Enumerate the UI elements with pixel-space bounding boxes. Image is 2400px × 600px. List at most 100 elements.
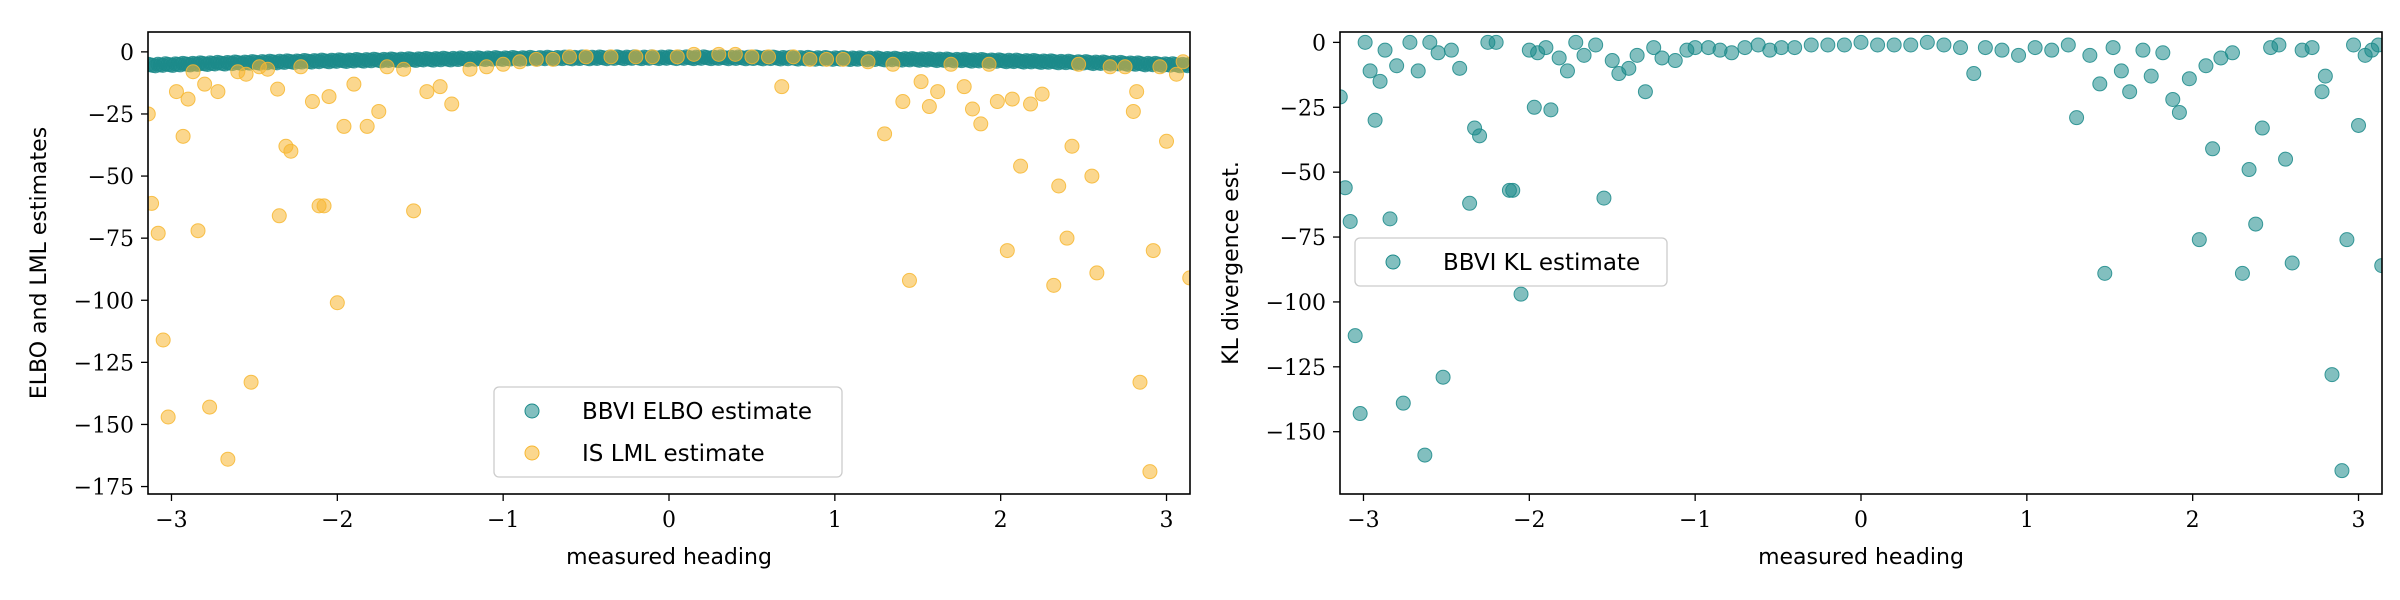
data-point	[1422, 34, 1438, 50]
plot-area	[1340, 34, 2382, 479]
data-point	[1132, 374, 1148, 390]
data-point	[2346, 37, 2362, 53]
data-point	[1452, 60, 1468, 76]
data-point	[2097, 265, 2113, 281]
legend-box	[493, 386, 843, 478]
data-point	[293, 59, 309, 75]
data-point	[1621, 60, 1637, 76]
data-point	[512, 54, 528, 70]
data-point	[901, 272, 917, 288]
data-point	[2224, 45, 2240, 61]
data-point	[185, 64, 201, 80]
x-tick-label: 0	[1854, 508, 1868, 533]
data-point	[2027, 40, 2043, 56]
data-point	[2339, 232, 2355, 248]
y-tick-label: −75	[88, 227, 134, 252]
plot-area	[148, 46, 1190, 480]
data-point	[1513, 286, 1529, 302]
data-point	[1559, 63, 1575, 79]
data-point	[2241, 162, 2257, 178]
data-point	[1175, 54, 1190, 70]
data-point	[711, 46, 727, 62]
data-point	[238, 66, 254, 82]
data-point	[2284, 255, 2300, 271]
data-point	[774, 79, 790, 95]
x-tick-label: −2	[1513, 508, 1545, 533]
data-point	[1576, 47, 1592, 63]
data-point	[1443, 42, 1459, 58]
data-point	[168, 84, 184, 100]
x-tick-label: 2	[994, 508, 1008, 533]
data-point	[419, 84, 435, 100]
data-point	[1687, 40, 1703, 56]
data-point	[1377, 42, 1393, 58]
legend-label: BBVI KL estimate	[1443, 250, 1640, 276]
data-point	[321, 89, 337, 105]
data-point	[1526, 99, 1542, 115]
data-point	[2143, 68, 2159, 84]
y-tick-label: −100	[1266, 291, 1326, 316]
data-point	[2135, 42, 2151, 58]
data-point	[561, 49, 577, 65]
data-point	[260, 61, 276, 77]
data-point	[148, 195, 160, 211]
x-tick-label: −1	[487, 508, 519, 533]
data-point	[2082, 47, 2098, 63]
data-point	[1886, 37, 1902, 53]
data-point	[1159, 133, 1175, 149]
data-point	[1836, 37, 1852, 53]
data-point	[371, 103, 387, 119]
data-point	[1102, 59, 1118, 75]
x-tick-label: 2	[2186, 508, 2200, 533]
data-point	[956, 79, 972, 95]
data-point	[2198, 58, 2214, 74]
data-point	[1994, 42, 2010, 58]
data-point	[2205, 141, 2221, 157]
x-tick-label: −3	[155, 508, 187, 533]
data-point	[197, 76, 213, 92]
data-point	[1168, 66, 1184, 82]
data-point	[1462, 195, 1478, 211]
x-tick-label: 1	[2020, 508, 2034, 533]
data-point	[283, 143, 299, 159]
kl-divergence-chart: −3 −2 −1 0 1 2 3 0 −25 −50 −75 −100 −125 −150 measured…	[1219, 31, 2383, 570]
x-tick-label: 3	[1160, 508, 1174, 533]
data-point	[202, 399, 218, 415]
data-point	[1737, 40, 1753, 56]
y-tick-label: −150	[1266, 421, 1326, 446]
data-point	[2122, 84, 2138, 100]
y-tick-label: 0	[1312, 31, 1326, 56]
data-point	[2317, 68, 2333, 84]
series-1	[148, 46, 1190, 480]
x-tick-label: −1	[1679, 508, 1711, 533]
legend-label: IS LML estimate	[582, 441, 765, 467]
data-point	[359, 118, 375, 134]
data-point	[1051, 178, 1067, 194]
data-point	[1023, 96, 1039, 112]
legend-marker	[524, 445, 540, 461]
data-point	[1004, 91, 1020, 107]
data-point	[1417, 447, 1433, 463]
data-point	[1142, 464, 1158, 480]
data-point	[2334, 463, 2350, 479]
x-axis-label: measured heading	[566, 545, 772, 570]
y-tick-label: −100	[74, 289, 134, 314]
legend-label: BBVI ELBO estimate	[582, 399, 812, 425]
data-point	[1505, 182, 1521, 198]
data-point	[1654, 50, 1670, 66]
data-point	[819, 51, 835, 67]
data-point	[2370, 37, 2382, 53]
x-tick-label: 1	[828, 508, 842, 533]
data-point	[913, 74, 929, 90]
data-point	[1596, 190, 1612, 206]
data-point	[2191, 232, 2207, 248]
y-tick-label: −175	[74, 476, 134, 501]
y-tick-label: −125	[74, 351, 134, 376]
data-point	[1629, 47, 1645, 63]
data-point	[1919, 34, 1935, 50]
legend-marker	[524, 403, 540, 419]
data-point	[644, 49, 660, 65]
data-point	[603, 49, 619, 65]
elbo-lml-chart: −3 −2 −1 0 1 2 3 0 −25 −50 −75 −100 −125 −150 −175 meas…	[27, 31, 1191, 570]
